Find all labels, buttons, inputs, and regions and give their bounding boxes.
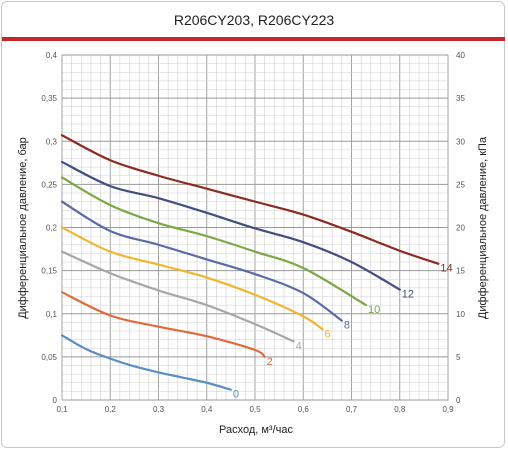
curve-label-12: 12 xyxy=(402,289,414,301)
y-axis-title-left: Дифференциальное давление, бар xyxy=(17,137,29,319)
grid xyxy=(61,54,449,401)
y-tick-label-left: 0,1 xyxy=(46,310,58,319)
curve-12 xyxy=(60,160,401,291)
curve-label-14: 14 xyxy=(440,263,452,275)
y-tick-label-left: 0,25 xyxy=(41,180,57,189)
y-tick-label-right: 10 xyxy=(456,310,465,319)
curve-0 xyxy=(60,334,232,391)
x-tick-label: 0,9 xyxy=(442,405,454,414)
curve-2 xyxy=(60,291,266,358)
x-tick-label: 0,8 xyxy=(394,405,406,414)
x-axis-title: Расход, м³/час xyxy=(219,424,294,436)
y-tick-label-left: 0 xyxy=(53,396,58,405)
y-tick-label-left: 0,2 xyxy=(46,224,58,233)
curve-label-0: 0 xyxy=(233,389,239,401)
x-tick-label: 0,2 xyxy=(105,405,117,414)
y-tick-label-right: 5 xyxy=(456,353,461,362)
y-axis-title-right: Дифференциальное давление, кПа xyxy=(477,136,489,319)
y-tick-label-right: 15 xyxy=(456,267,465,276)
curve-label-10: 10 xyxy=(368,304,380,316)
y-tick-label-right: 20 xyxy=(456,224,465,233)
title-accent-bar xyxy=(2,37,505,41)
y-tick-label-left: 0,4 xyxy=(46,51,58,60)
chart-title: R206CY203, R206CY223 xyxy=(173,12,335,28)
curve-10 xyxy=(60,176,368,307)
curve-labels: 0 2 4 6 8 10 12 14 xyxy=(233,263,453,401)
curve-label-6: 6 xyxy=(325,328,331,340)
x-tick-label: 0,5 xyxy=(249,405,261,414)
y-tick-label-right: 30 xyxy=(456,137,465,146)
curve-6 xyxy=(60,226,324,331)
curve-4 xyxy=(60,250,295,343)
y-tick-label-right: 25 xyxy=(456,180,465,189)
curve-label-4: 4 xyxy=(296,340,302,352)
y-tick-label-left: 0,35 xyxy=(41,94,57,103)
tick-labels: 0,1 0,2 0,3 0,4 0,5 0,6 0,7 0,8 0,900,050,10,150… xyxy=(41,51,465,414)
x-tick-label: 0,1 xyxy=(56,405,68,414)
y-tick-label-right: 0 xyxy=(456,396,461,405)
curve-label-8: 8 xyxy=(344,320,350,332)
curve-14 xyxy=(60,134,440,265)
curve-8 xyxy=(60,200,343,322)
x-tick-label: 0,3 xyxy=(153,405,165,414)
y-tick-label-left: 0,3 xyxy=(46,137,58,146)
y-tick-label-right: 40 xyxy=(456,51,465,60)
y-tick-label-left: 0,05 xyxy=(41,353,57,362)
curve-label-2: 2 xyxy=(267,356,273,368)
y-tick-label-right: 35 xyxy=(456,94,465,103)
x-tick-label: 0,6 xyxy=(298,405,310,414)
curves xyxy=(60,134,440,391)
y-tick-label-left: 0,15 xyxy=(41,267,57,276)
x-tick-label: 0,4 xyxy=(201,405,213,414)
x-tick-label: 0,7 xyxy=(346,405,358,414)
